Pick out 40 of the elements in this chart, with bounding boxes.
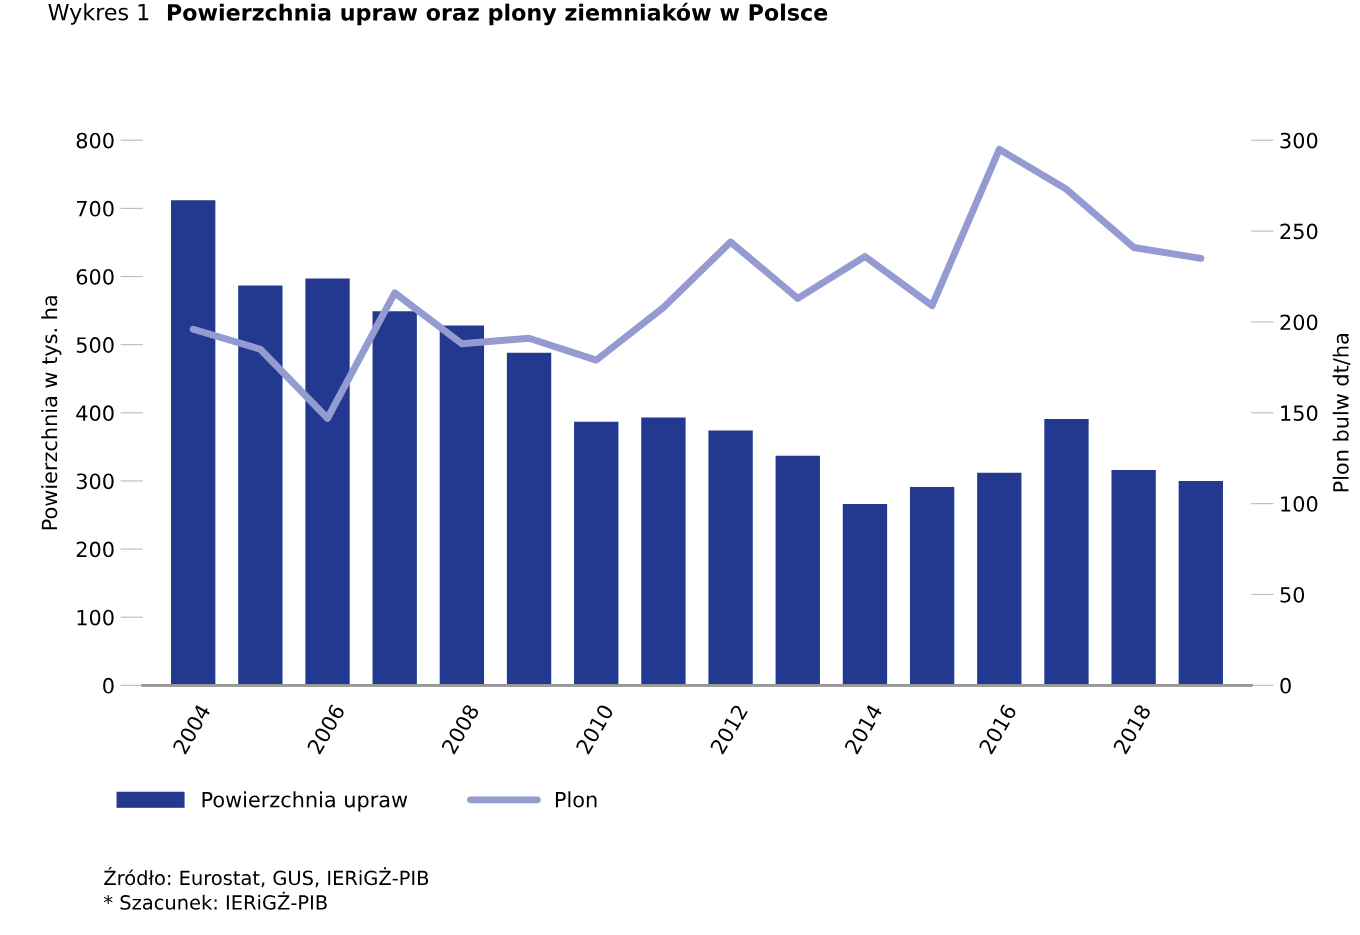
y-tick-label: 400: [76, 405, 114, 422]
legend-label: Plon: [555, 791, 597, 808]
bar: [641, 417, 686, 686]
y-axis-title: Powierzchnia w tys. ha: [41, 296, 62, 530]
bar: [238, 285, 283, 686]
y-tick-label: 700: [76, 200, 114, 217]
y-tick-label: 600: [76, 268, 114, 285]
bar: [708, 430, 753, 686]
bar: [775, 455, 820, 686]
bar: [305, 278, 350, 686]
y2-tick-label: 300: [1280, 132, 1318, 149]
bar: [1044, 418, 1089, 686]
bar: [506, 352, 552, 686]
y-tick-label: 800: [76, 132, 114, 149]
legend-label: Powierzchnia upraw: [202, 791, 408, 812]
y-tick-label: 200: [76, 541, 114, 558]
bar: [977, 472, 1022, 686]
y-tick-label: 0: [103, 677, 114, 694]
bar: [171, 200, 216, 686]
text: Wykres 1: [48, 3, 149, 25]
bar: [574, 421, 619, 686]
bar: [372, 311, 417, 686]
y2-tick-label: 250: [1280, 223, 1318, 240]
bar: [439, 325, 485, 686]
y2-tick-label: 100: [1281, 496, 1318, 512]
bar: [1178, 480, 1223, 686]
chart-title: Powierzchnia upraw oraz plony ziemniaków w Polsce: [167, 2, 828, 26]
text: Źródło: Eurostat, GUS, IERiGŻ-PIB: [104, 866, 429, 888]
bar: [909, 487, 955, 686]
y-tick-label: 300: [76, 473, 114, 490]
bar: [842, 504, 888, 686]
y-tick-label: 500: [76, 337, 114, 353]
y2-axis-title: Plon bulw dt/ha: [1332, 334, 1351, 492]
y2-tick-label: 150: [1281, 405, 1318, 422]
y2-tick-label: 50: [1280, 586, 1305, 603]
y-tick-label: 100: [77, 609, 114, 626]
y2-tick-label: 200: [1280, 314, 1318, 331]
bar: [1111, 470, 1156, 686]
y2-tick-label: 0: [1280, 677, 1291, 694]
text: * Szacunek: IERiGŻ-PIB: [103, 891, 327, 910]
